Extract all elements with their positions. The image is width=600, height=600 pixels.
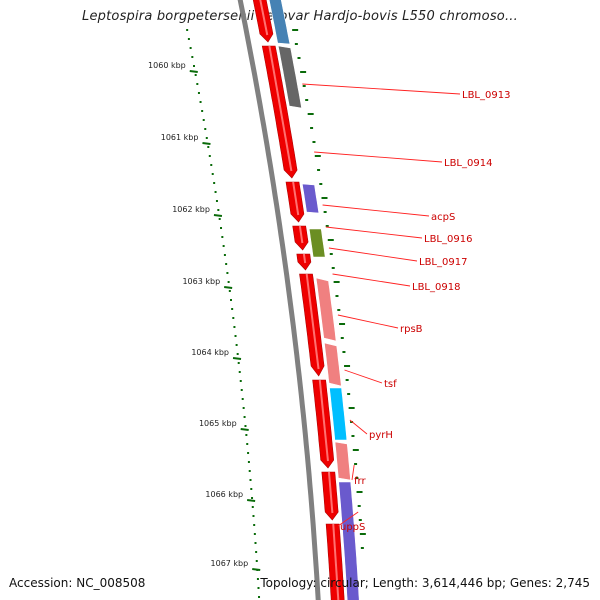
backbone (237, 0, 321, 600)
kbp-major-tick (213, 214, 223, 217)
gene-bar-acpS (301, 183, 320, 214)
label-connector (337, 314, 399, 329)
label-connector (328, 247, 418, 262)
kbp-tick-label: 1067 kbp (211, 559, 249, 568)
kbp-major-tick (224, 286, 233, 289)
gene-bar-LBL_0913 (277, 45, 302, 109)
kbp-major-tick (189, 70, 198, 73)
kbp-major-tick (252, 568, 261, 571)
gene-label-LBL_0917[interactable]: LBL_0917 (419, 257, 467, 268)
gene-bar-rpsB (315, 277, 337, 342)
label-connector (325, 226, 423, 239)
map-title: Leptospira borgpetersenii serovar Hardjo… (82, 9, 518, 24)
gene-label-tsf[interactable]: tsf (384, 379, 397, 390)
label-connector (349, 419, 368, 435)
cds-highlight (259, 0, 269, 36)
cds-highlight (298, 225, 304, 244)
gene-bar-partial (268, 0, 291, 45)
genome-summary-text: Topology: circular; Length: 3,614,446 bp… (260, 576, 590, 590)
gene-label-pyrH[interactable]: pyrH (369, 430, 393, 441)
cds-highlight (268, 45, 293, 172)
feature-track (268, 0, 360, 600)
forward-cds-arrow (261, 45, 298, 179)
cds-highlight (327, 471, 334, 514)
forward-cds-track (252, 0, 345, 600)
gene-label-LBL_0914[interactable]: LBL_0914 (444, 158, 492, 169)
gene-bar-uppS (338, 481, 360, 600)
kbp-tick-label: 1062 kbp (172, 205, 210, 214)
gene-bar-frr (334, 441, 351, 481)
kbp-major-tick (240, 428, 249, 431)
kbp-tick-label: 1065 kbp (199, 419, 237, 428)
label-connector (351, 464, 355, 481)
label-connector (314, 151, 443, 163)
cds-highlight (332, 523, 340, 600)
backbone-arc (237, 0, 321, 600)
kbp-tick-label: 1060 kbp (148, 61, 186, 70)
gene-label-frr[interactable]: frr (354, 476, 366, 487)
inner-dot-track (292, 29, 366, 549)
label-connector (337, 511, 359, 527)
forward-cds-arrow (296, 253, 312, 271)
kbp-tick-track: 1060 kbp 1061 kbp 1062 kbp 1063 kbp 1064 kbp… (148, 29, 261, 598)
gene-label-rpsB[interactable]: rpsB (400, 324, 423, 335)
kbp-major-tick (202, 142, 211, 145)
cds-highlight (305, 273, 320, 370)
label-connector (322, 204, 430, 217)
gene-label-uppS[interactable]: uppS (340, 522, 365, 533)
forward-cds-arrow (299, 273, 325, 377)
label-connector (344, 369, 383, 384)
kbp-tick-label: 1063 kbp (182, 277, 220, 286)
gene-bar-tsf (324, 342, 342, 387)
cds-highlight (292, 181, 300, 216)
kbp-major-tick (232, 357, 242, 360)
forward-cds-arrow (285, 181, 305, 223)
cds-highlight (302, 253, 307, 264)
gene-label-acpS[interactable]: acpS (431, 212, 455, 223)
label-connector (302, 83, 461, 95)
accession-text: Accession: NC_008508 (9, 576, 146, 590)
kbp-major-tick (246, 499, 256, 502)
kbp-tick-label: 1066 kbp (205, 490, 243, 499)
gene-bar-LBL_0917 (308, 228, 326, 258)
gene-labels: LBL_0913 LBL_0914 acpS LBL_0916 LBL_0917 LBL_… (302, 83, 510, 533)
forward-cds-arrow (252, 0, 274, 43)
kbp-tick-label: 1061 kbp (161, 133, 199, 142)
cds-highlight (318, 379, 329, 462)
gene-label-LBL_0916[interactable]: LBL_0916 (424, 234, 472, 245)
label-connector (332, 273, 411, 287)
gene-label-LBL_0918[interactable]: LBL_0918 (412, 282, 460, 293)
forward-cds-arrow (312, 379, 335, 469)
kbp-tick-label: 1064 kbp (191, 348, 229, 357)
gene-label-LBL_0913[interactable]: LBL_0913 (462, 90, 510, 101)
forward-cds-arrow (292, 225, 309, 251)
gene-bar-pyrH (329, 387, 348, 441)
